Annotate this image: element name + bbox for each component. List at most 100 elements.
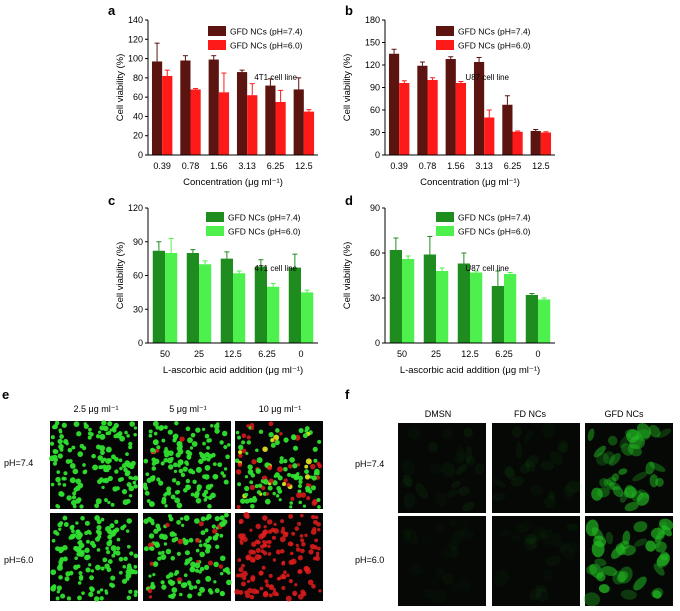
cell [530,484,543,496]
live-cell [225,454,230,460]
x-axis-label-c: L-ascorbic acid addition (μg ml⁻¹) [163,365,303,376]
y-tick-label-b-2: 60 [370,105,380,115]
live-cell [82,469,87,475]
live-cell [190,492,195,497]
cell [474,463,485,476]
dead-cell [251,541,257,547]
cell [403,474,413,487]
live-cell [104,589,108,593]
live-cell [203,564,210,570]
live-cell [257,483,263,488]
dead-cell [307,579,314,586]
y-tick-label-c-1: 30 [133,304,143,314]
live-cell [56,470,61,474]
live-cell [114,519,119,524]
live-cell [84,531,89,536]
live-cell [153,439,159,445]
dead-cell [280,573,286,580]
live-cell [201,427,206,431]
live-cell [51,538,56,543]
dead-cell [241,570,248,577]
live-cell [148,574,152,578]
bar-a-s0-2 [208,59,219,155]
dead-cell [311,584,316,589]
live-cell [205,544,211,550]
y-tick-label-a-4: 80 [133,73,143,83]
live-cell [160,554,167,561]
live-cell [250,503,255,509]
cell [403,492,416,509]
dead-cell [264,579,269,584]
cell [544,495,556,509]
dead-cell [245,592,251,599]
live-cell [113,550,118,555]
live-cell [187,593,193,599]
live-cell [154,541,160,547]
live-cell [179,460,184,464]
legend-label-b-1: GFD NCs (pH=6.0) [458,41,531,51]
dead-cell [294,526,300,531]
cell [415,483,429,499]
cell [455,463,468,476]
micrograph-grid-f [398,422,674,607]
live-cell [57,453,63,459]
dead-cell [212,528,218,534]
cell [596,572,606,582]
live-cell [275,494,280,498]
cell [654,535,662,548]
cell [621,443,634,456]
live-cell [95,529,100,534]
live-cell [55,476,61,483]
cell [654,530,666,543]
dead-cell [238,453,243,458]
live-cell [207,588,213,593]
live-cell [317,439,322,444]
cell [618,566,633,584]
live-cell [121,489,128,495]
cell [595,452,609,466]
live-cell [179,592,183,597]
bar-d-s1-0 [402,259,415,343]
live-cell [200,516,206,522]
live-cell [55,504,59,508]
dead-cell [294,583,298,587]
live-cell [195,579,201,584]
legend-swatch-a-0 [208,26,226,36]
live-cell [274,439,280,446]
live-cell [95,498,102,505]
cell [654,541,667,553]
live-cell [133,553,139,559]
cell [548,491,556,500]
live-cell [216,422,220,426]
dead-cell [267,540,272,544]
live-cell [104,498,108,502]
live-cell [105,458,111,464]
live-cell [247,469,254,475]
dead-cell [262,515,268,521]
live-cell [223,479,229,485]
live-cell [114,469,119,474]
live-cell [188,468,194,474]
live-cell [313,471,318,476]
cell [628,436,646,450]
live-cell [107,475,113,482]
cell [608,453,621,466]
live-cell [68,570,74,576]
bar-d-s1-4 [538,299,551,343]
live-cell [52,461,58,466]
live-cell [302,433,308,439]
bar-a-s0-3 [236,72,248,155]
live-cell [62,483,67,487]
dead-cell [281,526,285,531]
live-cell [58,521,64,526]
col-label-e-1: 5 μg ml⁻¹ [169,404,206,414]
legend-swatch-b-1 [436,40,454,50]
dead-cell [235,469,242,475]
dead-cell [256,540,261,545]
live-cell [118,458,123,463]
live-cell [153,561,158,566]
live-cell [176,502,183,509]
row-label-f-0: pH=7.4 [355,459,384,469]
dead-cell [300,589,306,595]
live-cell [214,588,220,594]
